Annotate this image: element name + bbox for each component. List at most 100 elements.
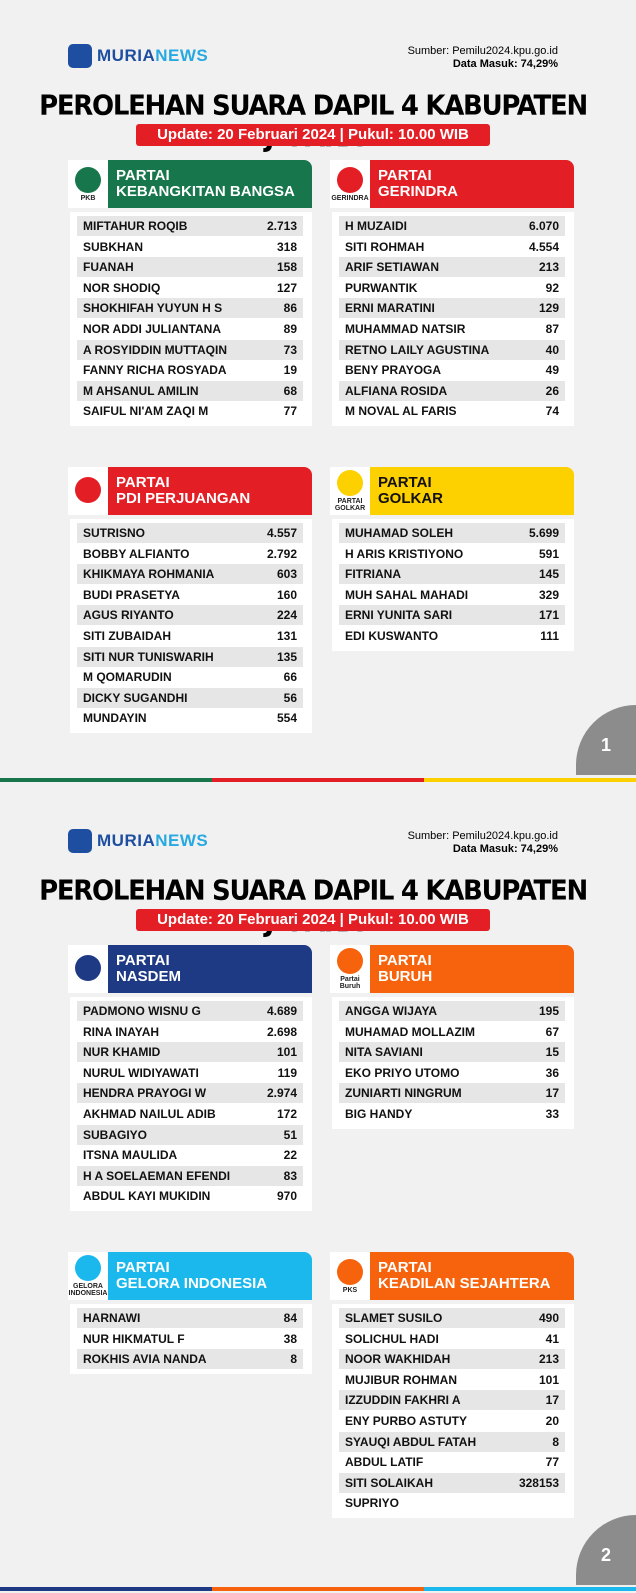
candidate-votes: 5.699 [528,526,559,540]
brand-text: NEWS [155,46,209,65]
candidate-name: NOR SHODIQ [83,280,161,295]
candidate-name: SITI ROHMAH [345,239,425,254]
candidate-votes: 2.713 [266,219,297,233]
candidate-votes: 328153 [518,1475,559,1490]
candidate-row: EKO PRIYO UTOMO 36 [339,1063,565,1083]
party-header: PARTAI PDI PERJUANGAN [68,467,312,515]
candidate-row: MUHAMAD MOLLAZIM 67 [339,1022,565,1042]
party-line: PARTAI [116,1259,170,1276]
candidate-name: FANNY RICHA ROSYADA [83,363,227,378]
candidate-row: MUHAMAD SOLEH 5.699 [339,523,565,543]
candidate-name: SHOKHIFAH YUYUN H S [83,301,223,316]
candidate-row: HARNAWI 84 [77,1308,303,1328]
candidate-row: SYAUQI ABDUL FATAH 8 [339,1431,565,1452]
party-header: Partai Buruh PARTAI BURUH [330,945,574,993]
candidate-row: SUBAGIYO 51 [77,1124,303,1145]
candidate-row: SLAMET SUSILO 490 [339,1308,565,1328]
candidate-row: M NOVAL AL FARIS 74 [339,401,565,421]
candidate-row: NOR SHODIQ 127 [77,278,303,298]
candidate-name: BUDI PRASETYA [83,587,180,602]
party-line: KEBANGKITAN BANGSA [116,183,295,200]
logo-text: PARTAI GOLKAR [334,498,366,512]
candidate-name: NUR HIKMATUL F [83,1331,185,1346]
page-number: 1 [576,705,636,775]
candidate-votes: 2.698 [266,1024,297,1039]
candidate-row: H ARIS KRISTIYONO 591 [339,544,565,564]
candidate-name: SUTRISNO [83,526,146,540]
party-name: PARTAI BURUH [378,953,432,985]
party-name: PARTAI GELORA INDONESIA [116,1260,267,1292]
stripe-part [212,778,424,782]
candidate-votes: 172 [276,1107,297,1121]
candidate-row: ROKHIS AVIA NANDA 8 [77,1349,303,1370]
party-line: PARTAI [116,952,170,969]
candidate-row: ERNI YUNITA SARI 171 [339,605,565,626]
candidate-votes: 40 [545,342,559,357]
candidate-votes: 51 [283,1127,297,1142]
candidate-row: H A SOELAEMAN EFENDI 83 [77,1165,303,1186]
candidate-name: NURUL WIDIYAWATI [83,1065,199,1080]
candidate-row: ANGGA WIJAYA 195 [339,1001,565,1021]
party-line: BURUH [378,968,433,985]
candidate-row: NUR HIKMATUL F 38 [77,1329,303,1349]
candidate-votes: 591 [538,546,559,561]
candidate-name: SUBAGIYO [83,1127,148,1142]
candidate-name: H A SOELAEMAN EFENDI [83,1168,231,1183]
candidate-votes: 77 [283,404,297,419]
candidate-name: NITA SAVIANI [345,1045,423,1060]
party-header: PKS PARTAI KEADILAN SEJAHTERA [330,1252,574,1300]
candidate-row: ENY PURBO ASTUTY 20 [339,1411,565,1431]
candidate-name: SYAUQI ABDUL FATAH [345,1434,477,1449]
candidate-votes: 17 [545,1086,559,1101]
logo-text: Partai Buruh [339,976,361,990]
candidate-row: DICKY SUGANDHI 56 [77,687,303,708]
party-header: GELORA INDONESIA PARTAI GELORA INDONESIA [68,1252,312,1300]
candidate-name: H MUZAIDI [345,219,407,233]
party-logo: GERINDRA [330,160,370,208]
candidate-votes: 84 [283,1311,297,1325]
candidate-votes: 77 [545,1455,559,1470]
source: Sumber: Pemilu2024.kpu.go.id [407,45,558,57]
candidate-row: NURUL WIDIYAWATI 119 [77,1063,303,1083]
party-logo [68,945,108,993]
candidate-votes: 603 [276,567,297,582]
candidate-votes: 20 [545,1414,559,1428]
candidate-votes: 33 [545,1107,559,1121]
candidate-name: ENY PURBO ASTUTY [345,1414,468,1428]
candidate-row: BENY PRAYOGA 49 [339,360,565,380]
party-name: PARTAI KEADILAN SEJAHTERA [378,1260,551,1292]
candidate-name: EKO PRIYO UTOMO [345,1065,460,1080]
logo-emblem [337,166,363,193]
party-name: PARTAI NASDEM [116,953,181,985]
candidate-votes: 2.792 [266,546,297,561]
candidate-row: ERNI MARATINI 129 [339,298,565,319]
candidate-name: M QOMARUDIN [83,670,172,685]
party-line: PDI PERJUANGAN [116,490,251,507]
party-line: PARTAI [116,474,170,491]
candidate-name: MUHAMAD MOLLAZIM [345,1024,475,1039]
brand-icon [68,829,92,853]
candidate-votes: 224 [276,608,297,623]
candidate-row: NITA SAVIANI 15 [339,1042,565,1063]
brand-text: NEWS [155,831,209,850]
brand-logo: MURIA NEWS [68,44,208,68]
candidate-votes: 213 [538,1352,559,1367]
candidate-name: SITI NUR TUNISWARIH [83,649,214,664]
candidate-votes: 329 [538,587,559,602]
candidate-row: NOR ADDI JULIANTANA 89 [77,319,303,339]
brand-text: MURIA [97,46,156,65]
candidate-votes: 490 [538,1311,559,1325]
candidate-votes: 554 [276,711,297,726]
candidate-name: AGUS RIYANTO [83,608,174,623]
candidate-row: FITRIANA 145 [339,564,565,585]
candidate-name: SITI SOLAIKAH [345,1475,434,1490]
party-header: PKB PARTAI KEBANGKITAN BANGSA [68,160,312,208]
candidate-votes: 171 [538,608,559,623]
candidate-row: AKHMAD NAILUL ADIB 172 [77,1104,303,1124]
color-stripe [0,1587,636,1591]
candidate-row: A ROSYIDDIN MUTTAQIN 73 [77,339,303,360]
candidate-votes: 970 [276,1189,297,1204]
candidate-name: ABDUL KAYI MUKIDIN [83,1189,211,1204]
